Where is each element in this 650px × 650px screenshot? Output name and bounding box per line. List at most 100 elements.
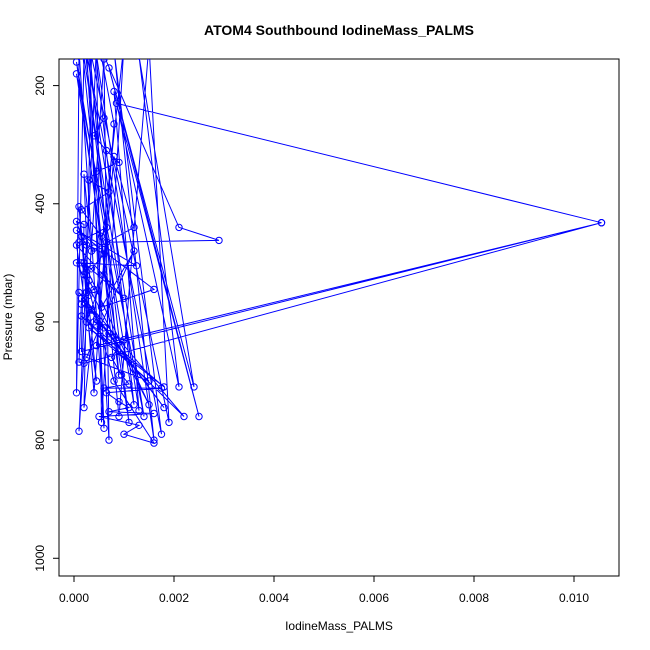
data-point [77,312,86,320]
data-point [102,238,111,246]
data-point [87,265,96,273]
data-point [102,146,111,155]
data-point [135,406,143,415]
data-point [80,220,88,229]
y-tick-label: 400 [33,193,47,213]
data-point [92,341,101,350]
y-tick-label: 600 [33,312,47,332]
data-point [72,226,81,235]
data-point [102,389,111,397]
data-point [115,158,123,167]
data-point [175,223,183,232]
data-point [72,70,81,78]
data-point [72,59,81,66]
data-point [175,383,183,391]
plot-area [72,38,606,447]
data-point [195,412,203,421]
data-point [120,336,128,344]
x-tick-label: 0.004 [259,591,289,605]
x-axis-label: IodineMass_PALMS [285,619,393,633]
data-point [180,412,188,421]
data-point [110,87,118,96]
data-point [72,259,81,267]
data-point [105,64,113,72]
data-point [78,38,84,44]
data-point [93,41,99,47]
data-point [190,383,198,391]
plot-frame [58,58,620,577]
data-point [97,303,106,311]
data-point [100,271,108,279]
data-point [100,324,108,332]
data-point [125,418,133,427]
data-point [215,236,223,245]
data-point [115,412,123,421]
data-point [85,306,93,314]
data-point [86,41,92,47]
data-point [85,291,93,299]
y-axis: 200 400 600 800 1000 [33,75,60,572]
data-point [125,380,133,388]
data-point [160,403,168,412]
data-point [92,167,101,176]
data-point [80,170,88,178]
data-point [96,41,102,47]
data-point [85,324,93,332]
y-tick-label: 200 [33,75,47,95]
data-point [90,244,98,252]
data-point [136,59,142,60]
data-point [100,59,108,63]
data-point [82,241,91,249]
data-point [97,232,106,241]
data-point [80,259,88,267]
data-point [80,271,88,279]
data-point [111,47,117,53]
data-point [87,306,96,314]
data-point [105,330,113,338]
x-tick-label: 0.008 [459,591,489,605]
x-tick-label: 0.006 [359,591,389,605]
data-point [80,359,88,367]
data-point [105,188,113,196]
data-point [125,403,133,412]
data-point [117,371,126,379]
data-point [105,436,113,444]
data-point [110,152,118,161]
data-point [132,262,141,270]
data-point [145,401,153,409]
data-point [120,430,128,438]
data-point [81,38,87,44]
data-point [140,412,148,421]
data-point [75,238,83,246]
data-point [90,285,98,294]
data-point [77,300,86,308]
data-point [100,250,108,258]
data-point [80,403,88,412]
data-point [90,389,98,397]
data-point [102,223,111,232]
data-point [83,47,89,53]
data-point [157,430,166,438]
y-axis-label: Pressure (mbar) [1,274,15,361]
data-point [77,259,86,267]
data-point [150,436,158,444]
data-point [92,377,101,385]
data-point [115,398,123,406]
data-point [75,358,83,366]
data-point [130,247,138,255]
data-point [72,217,81,226]
data-point [150,439,158,447]
x-axis: 0.000 0.002 0.004 0.006 0.008 0.010 [59,575,589,605]
data-point [597,219,606,227]
data-point [120,294,128,302]
data-point [85,276,93,285]
data-point [72,389,81,397]
data-point [105,408,113,416]
data-point [75,427,83,435]
data-point [165,418,173,427]
data-point [115,371,123,379]
data-point [157,384,166,392]
x-tick-label: 0.010 [559,591,589,605]
data-point [85,176,93,184]
